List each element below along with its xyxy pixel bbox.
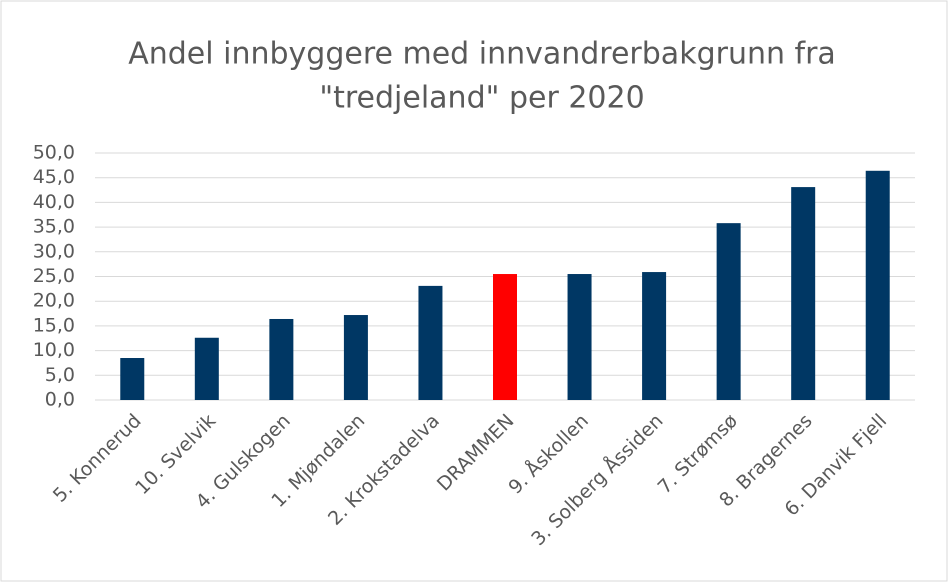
bar <box>343 315 368 400</box>
bar <box>716 223 741 400</box>
chart-title: "tredjeland" per 2020 <box>319 81 644 116</box>
y-tick-label: 50,0 <box>33 142 75 164</box>
bar <box>418 285 443 400</box>
bar <box>120 358 145 400</box>
y-tick-label: 5,0 <box>45 364 75 386</box>
bar <box>567 274 592 400</box>
bar <box>791 187 816 400</box>
bar <box>194 337 219 400</box>
y-tick-label: 20,0 <box>33 290 75 312</box>
y-tick-label: 40,0 <box>33 191 75 213</box>
y-tick-label: 30,0 <box>33 240 75 262</box>
chart-title: Andel innbyggere med innvandrerbakgrunn … <box>128 37 836 72</box>
bar <box>642 272 667 400</box>
y-tick-label: 25,0 <box>33 265 75 287</box>
y-tick-label: 15,0 <box>33 314 75 336</box>
y-tick-label: 0,0 <box>45 389 75 411</box>
y-tick-label: 10,0 <box>33 339 75 361</box>
bar <box>865 170 890 400</box>
bar <box>493 274 517 400</box>
bar <box>269 318 294 400</box>
y-tick-label: 45,0 <box>33 166 75 188</box>
y-tick-label: 35,0 <box>33 216 75 238</box>
